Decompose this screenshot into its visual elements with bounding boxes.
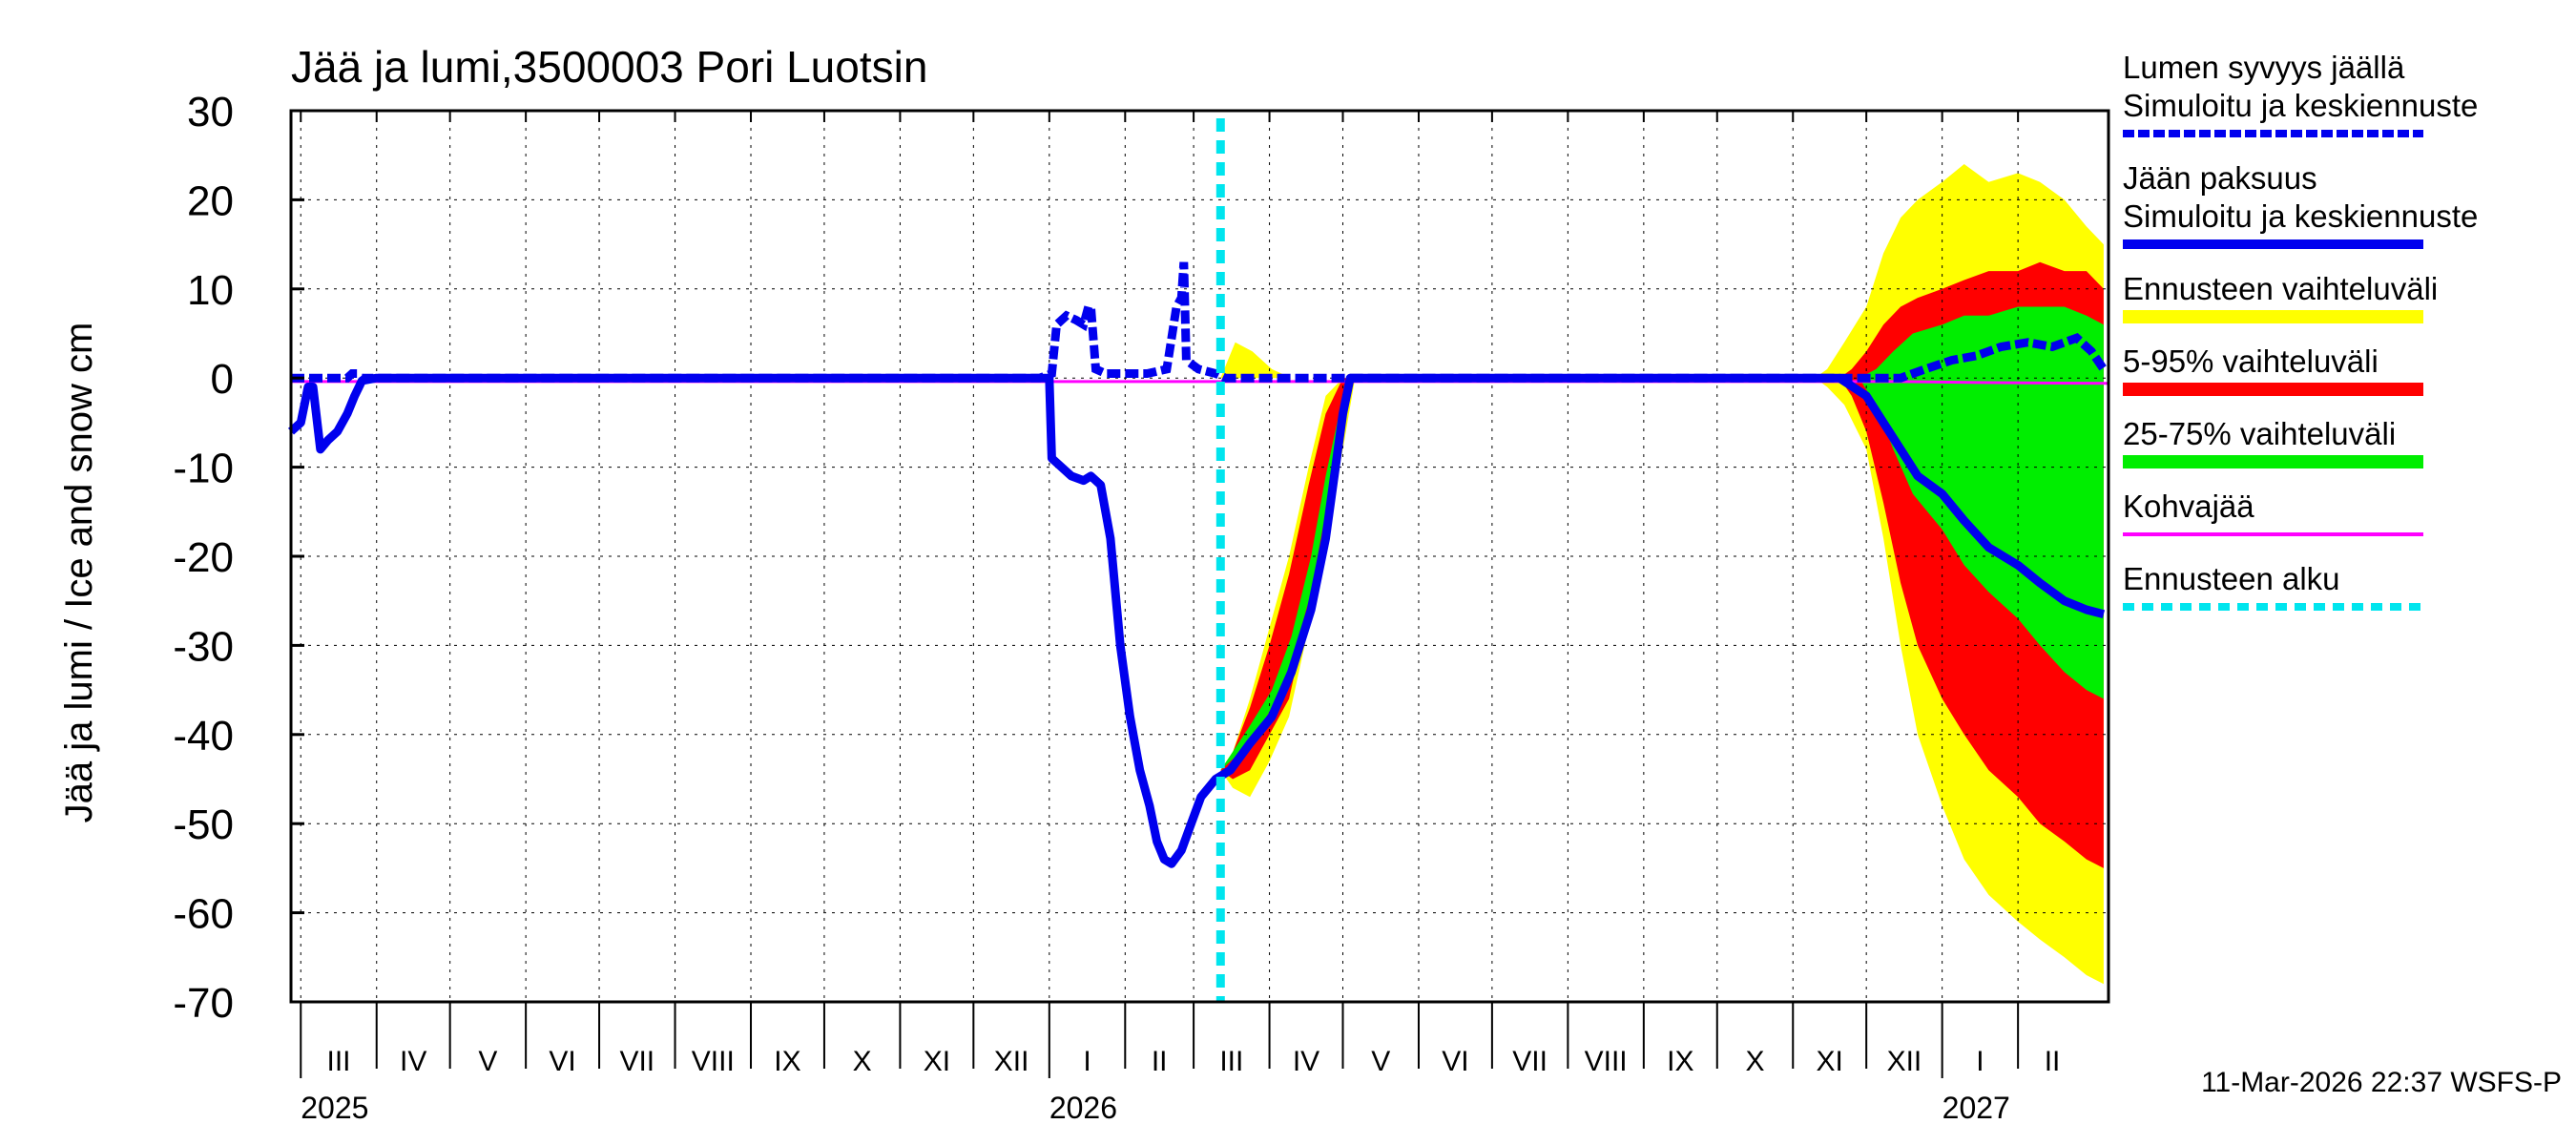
month-label: II — [2045, 1046, 2061, 1077]
y-tick-label: -50 — [173, 802, 234, 848]
grid-lines — [291, 110, 2109, 1002]
year-label: 2026 — [1049, 1091, 1117, 1125]
y-tick-label: -30 — [173, 623, 234, 670]
y-tick-label: -70 — [173, 980, 234, 1027]
band-spring-snow-range — [1220, 342, 1292, 379]
y-tick-label: 30 — [187, 89, 234, 135]
month-label: IX — [1667, 1046, 1693, 1077]
month-label: III — [1219, 1046, 1243, 1077]
month-label: III — [326, 1046, 350, 1077]
month-label: IV — [1293, 1046, 1319, 1077]
snow-depth-line — [291, 261, 2108, 383]
month-label: V — [478, 1046, 497, 1077]
y-tick-labels: 30 20 10 0 -10 -20 -30 -40 -50 -60 -70 — [173, 89, 234, 1027]
month-label: IV — [400, 1046, 426, 1077]
month-label: XI — [924, 1046, 950, 1077]
legend-label: Jään paksuus — [2123, 160, 2317, 196]
month-label: VIII — [692, 1046, 735, 1077]
y-tick-label: -20 — [173, 534, 234, 581]
month-label: VII — [619, 1046, 654, 1077]
band-spring-5-95 — [1220, 378, 1353, 780]
legend-label: Ennusteen vaihteluväli — [2123, 271, 2438, 306]
y-tick-label: -60 — [173, 891, 234, 938]
y-tick-label: -40 — [173, 713, 234, 760]
legend-label: 5-95% vaihteluväli — [2123, 344, 2379, 379]
year-label: 2025 — [301, 1091, 368, 1125]
month-label: X — [1746, 1046, 1765, 1077]
year-label: 2027 — [1942, 1091, 2010, 1125]
plot-frame — [289, 109, 2110, 1004]
month-label: XII — [994, 1046, 1029, 1077]
y-tick-label: -10 — [173, 446, 234, 492]
legend-label: Ennusteen alku — [2123, 561, 2340, 596]
y-axis-label: Jää ja lumi / Ice and snow cm — [58, 323, 100, 823]
y-tick-label: 0 — [211, 356, 234, 403]
month-label: XI — [1817, 1046, 1843, 1077]
month-label: I — [1976, 1046, 1984, 1077]
forecast-bands — [1220, 164, 2104, 985]
month-label: V — [1371, 1046, 1390, 1077]
month-label: IX — [774, 1046, 800, 1077]
legend-label: 25-75% vaihteluväli — [2123, 416, 2396, 451]
series-lines — [287, 118, 2109, 1002]
legend-label: Simuloitu ja keskiennuste — [2123, 88, 2478, 123]
month-label: X — [853, 1046, 872, 1077]
y-tick-label: 20 — [187, 177, 234, 224]
y-tick-label: 10 — [187, 267, 234, 314]
timestamp: 11-Mar-2026 22:37 WSFS-P — [2201, 1067, 2562, 1098]
ice-thickness-line — [287, 373, 2106, 868]
x-tick-labels: III IV V VI VII VIII IX X XI XII I II III IV V VI VII VII… — [301, 1046, 2060, 1125]
month-label: VIII — [1585, 1046, 1628, 1077]
axes — [289, 109, 2110, 1078]
band-winter-25-75 — [1859, 306, 2104, 699]
chart-title: Jää ja lumi,3500003 Pori Luotsin — [291, 42, 927, 92]
legend-label: Lumen syvyys jäällä — [2123, 50, 2405, 85]
month-label: VI — [1442, 1046, 1468, 1077]
legend-label: Kohvajää — [2123, 489, 2254, 524]
legend-label: Simuloitu ja keskiennuste — [2123, 198, 2478, 234]
month-label: VII — [1512, 1046, 1548, 1077]
month-label: I — [1083, 1046, 1091, 1077]
month-label: XII — [1887, 1046, 1922, 1077]
month-label: VI — [549, 1046, 575, 1077]
month-label: II — [1152, 1046, 1168, 1077]
